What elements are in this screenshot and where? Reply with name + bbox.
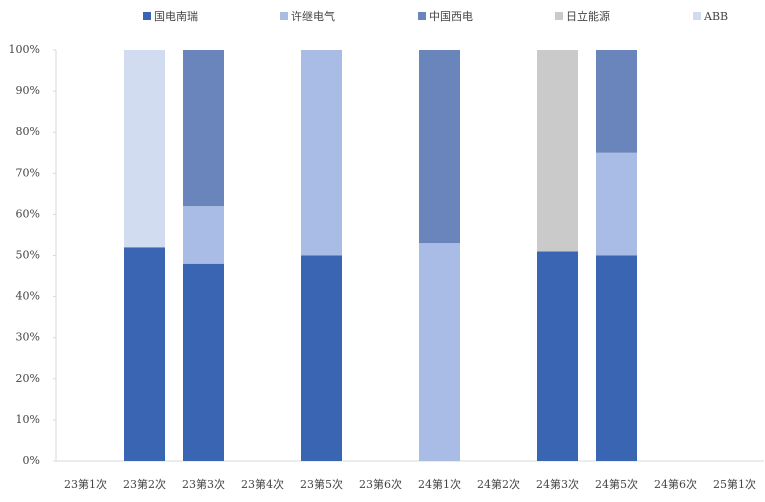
legend-swatch: [280, 12, 288, 20]
bar-segment: [301, 50, 342, 256]
x-tick-label: 23第4次: [241, 477, 284, 491]
bar-segment: [183, 263, 224, 461]
legend-swatch: [693, 12, 701, 20]
bar-segment: [537, 50, 578, 252]
y-tick-label: 70%: [16, 166, 40, 179]
bar-segment: [419, 50, 460, 244]
x-tick-label: 23第2次: [123, 477, 166, 491]
legend-label: 国电南瑞: [154, 9, 198, 23]
x-tick-label: 23第6次: [359, 477, 402, 491]
legend-swatch: [555, 12, 563, 20]
x-tick-label: 23第3次: [182, 477, 225, 491]
bar-segment: [419, 243, 460, 461]
legend-label: 中国西电: [429, 10, 473, 23]
y-tick-label: 50%: [16, 249, 40, 262]
legend-label: 日立能源: [566, 9, 610, 23]
x-tick-label: 24第5次: [595, 477, 638, 491]
bar-segment: [537, 251, 578, 461]
y-tick-label: 30%: [16, 331, 40, 344]
y-tick-label: 20%: [16, 372, 40, 385]
bar-segment: [301, 255, 342, 461]
bar-segment: [596, 50, 637, 153]
bar-segment: [124, 50, 165, 248]
legend-swatch: [418, 12, 426, 20]
legend-swatch: [143, 12, 151, 20]
bar-segment: [124, 247, 165, 461]
y-tick-label: 10%: [16, 413, 40, 426]
bar-segment: [596, 255, 637, 461]
legend-label: 许继电气: [291, 9, 335, 23]
y-tick-label: 80%: [16, 125, 40, 138]
x-tick-label: 23第1次: [64, 477, 107, 491]
y-tick-label: 100%: [9, 43, 40, 56]
y-tick-label: 40%: [16, 290, 40, 303]
x-tick-label: 24第6次: [654, 477, 697, 491]
y-tick-label: 0%: [23, 454, 40, 467]
bar-segment: [596, 152, 637, 256]
y-tick-label: 90%: [16, 84, 40, 97]
bar-segment: [183, 206, 224, 264]
x-tick-label: 24第2次: [477, 477, 520, 491]
x-tick-label: 23第5次: [300, 477, 343, 491]
legend-label: ABB: [703, 10, 728, 23]
y-tick-label: 60%: [16, 207, 40, 220]
x-tick-label: 24第1次: [418, 477, 461, 491]
x-tick-label: 25第1次: [713, 477, 756, 491]
x-tick-label: 24第3次: [536, 477, 579, 491]
bar-segment: [183, 50, 224, 207]
